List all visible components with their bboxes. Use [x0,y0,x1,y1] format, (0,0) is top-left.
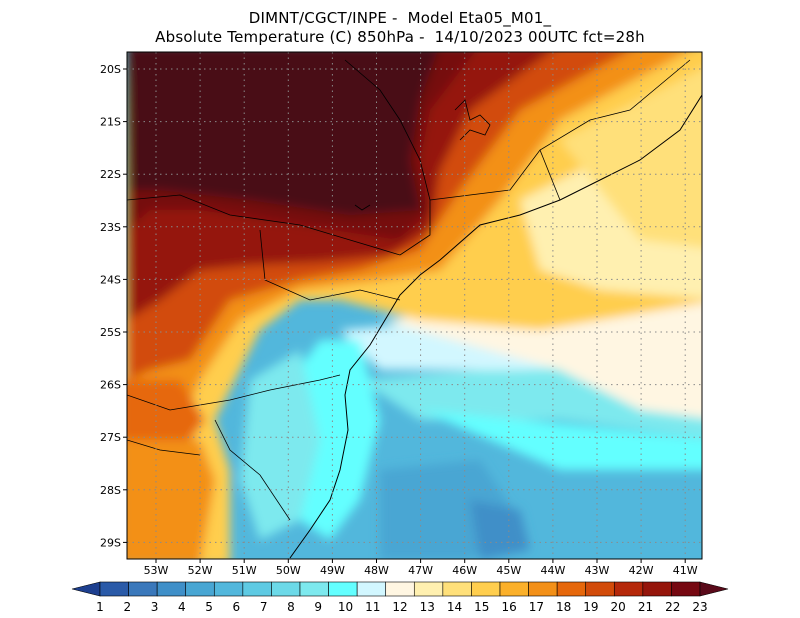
colorbar-swatch [613,581,644,597]
colorbar-swatch [99,581,129,597]
colorbar-label: 22 [665,600,680,614]
colorbar-label: 3 [151,600,159,614]
lon-tick-label: 49W [320,564,345,577]
colorbar-swatch [356,581,387,597]
colorbar-swatch [528,581,558,597]
colorbar-arrow-right [699,581,729,597]
lon-tick-label: 50W [276,564,301,577]
colorbar-swatch [585,581,615,597]
colorbar-label: 8 [287,600,295,614]
colorbar-label: 9 [314,600,322,614]
lat-tick-label: 20S [100,63,121,76]
colorbar-label: 16 [501,600,516,614]
colorbar-swatch [385,581,415,597]
colorbar-label: 20 [611,600,626,614]
colorbar-label: 19 [583,600,598,614]
lon-tick-label: 52W [188,564,213,577]
colorbar-arrow-left [71,581,101,597]
lon-tick-label: 44W [540,564,565,577]
colorbar-swatch [499,581,529,597]
lon-tick-label: 46W [452,564,477,577]
lat-tick-label: 29S [100,536,121,549]
colorbar-swatch [242,581,272,597]
colorbar-label: 6 [233,600,241,614]
colorbar-label: 11 [365,600,380,614]
lat-lon-grid [127,52,702,559]
lon-tick-label: 42W [629,564,654,577]
lat-tick-label: 21S [100,116,121,129]
lon-tick-label: 41W [673,564,698,577]
temperature-field [127,52,702,559]
colorbar-swatch [556,581,587,597]
colorbar-label: 17 [529,600,544,614]
colorbar-label: 13 [420,600,435,614]
lat-tick-label: 23S [100,221,121,234]
lon-tick-label: 45W [496,564,521,577]
colorbar-swatch [271,581,301,597]
colorbar-swatch [128,581,158,597]
colorbar: 1 2 3 4 5 6 7 8 9 10 11 12 13 14 15 16 17 18 19 20 21 22 23 [71,581,729,614]
lon-tick-label: 43W [585,564,610,577]
lat-tick-label: 26S [100,379,121,392]
lat-tick-label: 24S [100,273,121,286]
colorbar-label: 5 [205,600,213,614]
colorbar-swatch [442,581,472,597]
lat-tick-label: 25S [100,326,121,339]
state-borders [127,59,691,521]
colorbar-label: 2 [123,600,131,614]
colorbar-swatch [642,581,672,597]
chart-title-line2: Absolute Temperature (C) 850hPa - 14/10/… [155,28,645,46]
colorbar-swatch [299,581,329,597]
lat-tick-label: 22S [100,168,121,181]
colorbar-swatch [213,581,244,597]
colorbar-label: 4 [178,600,186,614]
coastline [289,94,702,559]
lon-tick-label: 47W [408,564,433,577]
colorbar-swatch [413,581,444,597]
colorbar-label: 15 [474,600,489,614]
lon-tick-label: 48W [364,564,389,577]
colorbar-swatch [328,581,358,597]
colorbar-label: 18 [556,600,571,614]
colorbar-label: 21 [638,600,653,614]
lat-tick-label: 28S [100,484,121,497]
colorbar-label: 1 [96,600,104,614]
chart-title-line1: DIMNT/CGCT/INPE - Model Eta05_M01_ [248,9,552,27]
lon-tick-label: 51W [232,564,257,577]
latitude-axis: 20S 21S 22S 23S 24S 25S 26S 27S 28S 29S [100,63,127,549]
lon-tick-label: 53W [144,564,169,577]
colorbar-label: 14 [447,600,462,614]
colorbar-label: 12 [392,600,407,614]
lat-tick-label: 27S [100,431,121,444]
colorbar-label: 10 [338,600,353,614]
colorbar-label: 23 [692,600,707,614]
colorbar-swatch [471,581,501,597]
colorbar-swatch [156,581,187,597]
colorbar-swatch [671,581,701,597]
colorbar-label: 7 [260,600,268,614]
colorbar-swatch [185,581,215,597]
longitude-axis: 53W 52W 51W 50W 49W 48W 47W 46W 45W 44W 43W 42W 41W [144,559,698,577]
map-frame [126,51,703,560]
